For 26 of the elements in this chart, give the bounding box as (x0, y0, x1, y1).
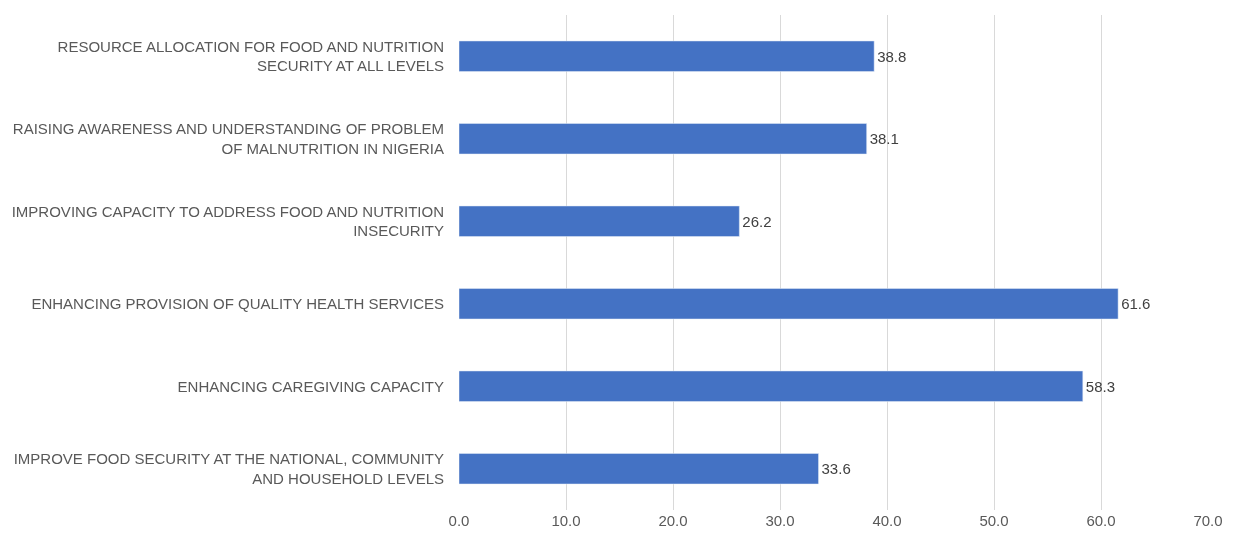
data-label: 61.6 (1121, 295, 1151, 313)
x-tick-label: 70.0 (1193, 512, 1223, 529)
x-tick-label: 50.0 (979, 512, 1009, 529)
bar (459, 453, 819, 485)
data-label: 38.1 (869, 130, 899, 148)
y-tick-label: RESOURCE ALLOCATION FOR FOOD AND NUTRITION SECURITY AT ALL LEVELS (57, 37, 444, 75)
bar (459, 40, 875, 72)
y-tick-label: RAISING AWARENESS AND UNDERSTANDING OF PROBLEM OF MALNUTRITION IN NIGERIA (12, 120, 444, 157)
bar (459, 123, 867, 155)
y-tick-label: IMPROVING CAPACITY TO ADDRESS FOOD AND NUTRITION INSECURITY (11, 202, 444, 240)
x-tick-label: 10.0 (551, 512, 581, 529)
y-tick-label: ENHANCING CAREGIVING CAPACITY (177, 377, 444, 395)
x-tick-label: 40.0 (872, 512, 902, 529)
x-tick-label: 0.0 (448, 512, 470, 529)
x-tick-label: 60.0 (1086, 512, 1116, 529)
x-tick-label: 20.0 (658, 512, 688, 529)
data-label: 26.2 (742, 212, 772, 230)
bar (459, 205, 740, 237)
data-label: 38.8 (877, 47, 907, 65)
bar (459, 370, 1084, 402)
x-tick-label: 30.0 (765, 512, 795, 529)
data-label: 33.6 (821, 460, 851, 478)
data-label: 58.3 (1085, 377, 1116, 395)
y-tick-label: IMPROVE FOOD SECURITY AT THE NATIONAL, COMMUNITY AND HOUSEHOLD LEVELS (13, 450, 444, 487)
bar (459, 288, 1119, 320)
y-tick-label: ENHANCING PROVISION OF QUALITY HEALTH SERVICES (31, 295, 444, 312)
